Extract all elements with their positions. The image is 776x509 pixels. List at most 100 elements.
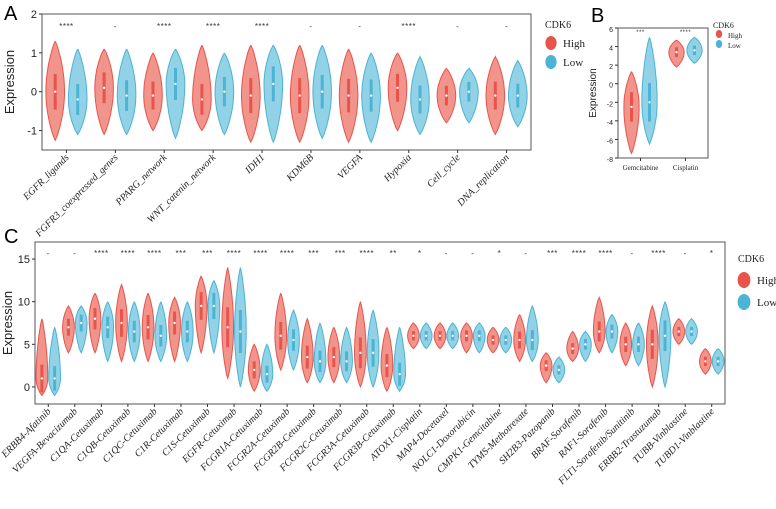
significance-label: **** bbox=[651, 249, 665, 258]
median-point bbox=[494, 94, 497, 97]
x-tick-label: IDH1 bbox=[243, 152, 268, 177]
median-point bbox=[298, 94, 301, 97]
median-point bbox=[663, 334, 667, 337]
median-point bbox=[418, 98, 422, 101]
panel-label: C bbox=[4, 226, 18, 248]
significance-label: *** bbox=[335, 249, 346, 258]
significance-label: **** bbox=[598, 249, 612, 258]
median-point bbox=[451, 334, 454, 337]
median-point bbox=[345, 360, 348, 363]
significance-label: - bbox=[524, 249, 527, 258]
significance-label: **** bbox=[227, 249, 241, 258]
x-tick-label: VEGFA bbox=[336, 152, 366, 182]
significance-label: - bbox=[73, 249, 76, 258]
median-point bbox=[332, 355, 336, 359]
significance-label: - bbox=[47, 249, 50, 258]
legend-label: High bbox=[757, 275, 776, 287]
significance-label: **** bbox=[121, 249, 135, 258]
legend-swatch-low bbox=[545, 55, 557, 69]
significance-label: ** bbox=[390, 249, 397, 258]
y-tick-label: 0 bbox=[609, 83, 613, 90]
significance-label: **** bbox=[255, 22, 269, 31]
median-point bbox=[239, 330, 242, 333]
violin-high bbox=[35, 318, 49, 397]
x-tick-label: Gemcitabine bbox=[623, 164, 659, 172]
median-point bbox=[76, 98, 79, 101]
median-point bbox=[102, 86, 106, 90]
median-point bbox=[465, 334, 468, 337]
significance-label: - bbox=[358, 22, 361, 31]
x-tick-label: KDM6B bbox=[284, 152, 316, 184]
median-point bbox=[199, 304, 203, 308]
median-point bbox=[491, 338, 495, 342]
x-tick-label: Hypoxia bbox=[381, 152, 413, 184]
significance-label: *** bbox=[176, 249, 187, 258]
significance-label: - bbox=[684, 249, 687, 258]
median-point bbox=[624, 343, 627, 346]
significance-label: **** bbox=[360, 249, 374, 258]
legend-title: CDK6 bbox=[545, 20, 571, 31]
legend-label: High bbox=[728, 32, 743, 40]
median-point bbox=[677, 330, 681, 333]
x-tick-label: FGFR3_coexpressed_genes bbox=[33, 152, 121, 240]
median-point bbox=[249, 94, 253, 97]
violin-low bbox=[393, 326, 406, 393]
median-point bbox=[371, 351, 375, 355]
median-point bbox=[347, 94, 350, 97]
median-point bbox=[212, 304, 216, 308]
median-point bbox=[318, 360, 322, 363]
y-tick-label: 15 bbox=[18, 254, 30, 266]
median-point bbox=[320, 90, 324, 93]
median-point bbox=[693, 49, 696, 52]
significance-label: - bbox=[471, 249, 474, 258]
median-point bbox=[398, 372, 401, 376]
legend-label: High bbox=[563, 38, 586, 50]
y-tick-label: -4 bbox=[607, 120, 613, 127]
legend-swatch-low bbox=[737, 294, 751, 310]
median-point bbox=[716, 360, 720, 363]
median-point bbox=[504, 338, 507, 342]
significance-label: **** bbox=[572, 249, 586, 258]
median-point bbox=[67, 326, 70, 329]
y-tick-label: -2 bbox=[607, 101, 613, 108]
significance-label: - bbox=[505, 22, 508, 31]
median-point bbox=[146, 326, 150, 329]
median-point bbox=[133, 330, 136, 333]
x-tick-label: Cell_cycle bbox=[425, 152, 463, 190]
legend-title: CDK6 bbox=[738, 254, 764, 265]
significance-label: *** bbox=[308, 249, 319, 258]
median-point bbox=[125, 94, 128, 97]
median-point bbox=[610, 330, 614, 333]
y-tick-label: 10 bbox=[18, 297, 30, 309]
legend-label: Low bbox=[728, 42, 742, 50]
median-point bbox=[79, 321, 83, 325]
median-point bbox=[704, 360, 707, 363]
significance-label: **** bbox=[680, 30, 692, 36]
median-point bbox=[265, 372, 269, 376]
legend-swatch-high bbox=[737, 272, 751, 288]
median-point bbox=[40, 377, 44, 380]
median-point bbox=[151, 94, 155, 97]
y-tick-label: 1 bbox=[31, 48, 37, 60]
significance-label: **** bbox=[157, 22, 171, 31]
legend-swatch-high bbox=[545, 36, 557, 50]
significance-label: - bbox=[445, 249, 448, 258]
median-point bbox=[200, 98, 204, 101]
median-point bbox=[120, 321, 123, 325]
median-point bbox=[272, 82, 275, 86]
significance-label: - bbox=[114, 22, 117, 31]
median-point bbox=[54, 90, 57, 93]
significance-label: - bbox=[309, 22, 312, 31]
median-point bbox=[518, 338, 521, 342]
median-point bbox=[186, 330, 189, 333]
panel-C: C051015Expression-ERBB4-Afatinib-VEGFA-B… bbox=[0, 226, 776, 488]
y-tick-label: -1 bbox=[27, 126, 37, 138]
median-point bbox=[571, 347, 574, 350]
median-point bbox=[424, 334, 428, 337]
median-point bbox=[651, 343, 654, 346]
median-point bbox=[544, 364, 548, 367]
median-point bbox=[690, 330, 693, 333]
legend-label: Low bbox=[563, 57, 583, 69]
significance-label: * bbox=[498, 249, 502, 258]
